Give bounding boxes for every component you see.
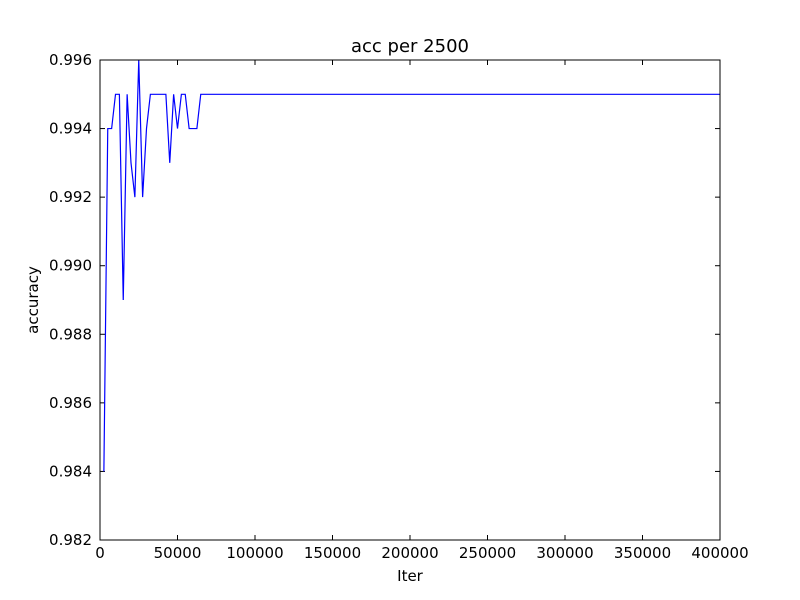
- y-tick-label: 0.988: [49, 325, 92, 343]
- x-tick-label: 0: [95, 544, 105, 562]
- x-tick-label: 300000: [536, 544, 593, 562]
- y-tick-label: 0.982: [49, 531, 92, 549]
- x-tick-label: 350000: [614, 544, 671, 562]
- x-tick-label: 150000: [304, 544, 361, 562]
- x-tick-label: 400000: [691, 544, 748, 562]
- plot-frame: [99, 59, 721, 541]
- chart-title: acc per 2500: [351, 36, 469, 57]
- y-tick-label: 0.984: [49, 462, 92, 480]
- series-group: [103, 59, 720, 472]
- y-tick-label: 0.986: [49, 394, 92, 412]
- x-axis-label: Iter: [397, 567, 424, 585]
- y-tick-label: 0.990: [49, 257, 92, 275]
- y-axis-label: accuracy: [24, 266, 42, 334]
- y-tick-label: 0.994: [49, 120, 92, 138]
- axis-ticks: 0 50000 100000 150000 200000 250000 300000 3500…: [49, 51, 749, 562]
- x-tick-label: 100000: [226, 544, 283, 562]
- x-tick-label: 50000: [154, 544, 202, 562]
- y-tick-label: 0.996: [49, 51, 92, 69]
- x-tick-label: 250000: [459, 544, 516, 562]
- y-tick-label: 0.992: [49, 188, 92, 206]
- x-tick-label: 200000: [381, 544, 438, 562]
- series-line: [103, 59, 720, 472]
